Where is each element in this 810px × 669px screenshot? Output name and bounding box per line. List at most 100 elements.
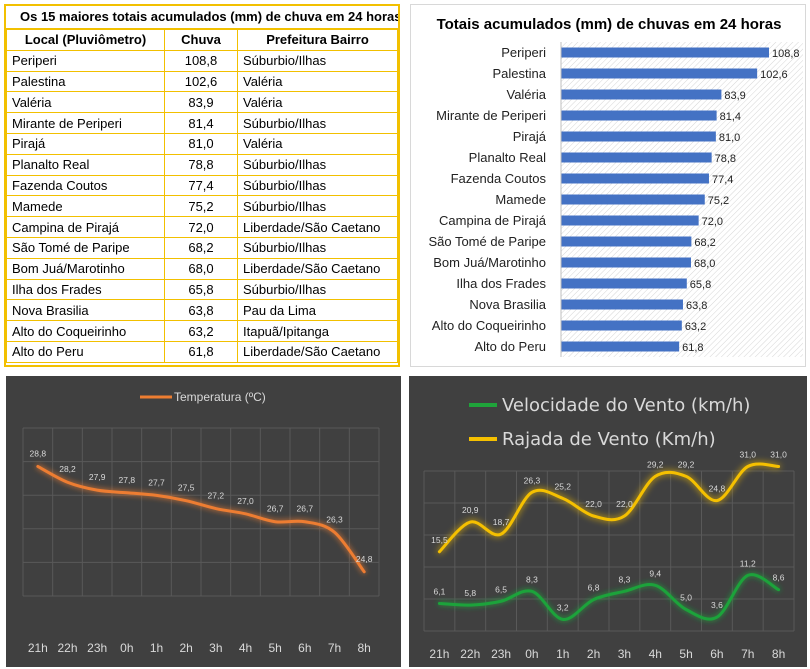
data-label: 6,1 bbox=[434, 586, 446, 596]
gust-legend-label: Rajada de Vento (Km/h) bbox=[502, 429, 716, 450]
cell-rain: 102,6 bbox=[164, 70, 238, 93]
cell-rain: 68,2 bbox=[164, 236, 238, 259]
series-line-0 bbox=[437, 573, 781, 621]
data-point bbox=[125, 491, 128, 494]
cell-district: Pau da Lima bbox=[237, 299, 398, 322]
bar-value-label: 102,6 bbox=[760, 69, 788, 81]
table-row: Ilha dos Frades 65,8 Súburbio/Ilhas bbox=[6, 278, 398, 301]
x-tick-label: 4h bbox=[649, 647, 662, 661]
data-label: 27,9 bbox=[89, 472, 106, 482]
data-point bbox=[530, 590, 533, 593]
x-tick-label: 0h bbox=[525, 647, 538, 661]
bar-value-label: 75,2 bbox=[708, 195, 729, 207]
cell-rain: 83,9 bbox=[164, 91, 238, 114]
cell-location: Bom Juá/Marotinho bbox=[6, 257, 165, 280]
bar-value-label: 78,8 bbox=[715, 153, 736, 165]
data-label: 26,7 bbox=[267, 504, 284, 514]
data-point bbox=[685, 475, 688, 478]
data-point bbox=[530, 491, 533, 494]
data-label: 5,0 bbox=[680, 593, 692, 603]
bar-category-label: Fazenda Coutos bbox=[451, 171, 547, 186]
bar-value-label: 68,0 bbox=[694, 258, 715, 270]
data-point bbox=[66, 481, 69, 484]
bar-value-label: 83,9 bbox=[724, 90, 745, 102]
temperature-chart-panel: Temperatura (ºC) 21h 22h 23h 0h 1h 2h 3h 4h 5h 6h… bbox=[6, 376, 401, 667]
data-label: 27,8 bbox=[119, 475, 136, 485]
cell-district: Súburbio/Ilhas bbox=[237, 195, 398, 218]
cell-rain: 65,8 bbox=[164, 278, 238, 301]
bar-category-label: Valéria bbox=[506, 87, 546, 102]
x-tick-label: 6h bbox=[710, 647, 723, 661]
bar-value-label: 63,8 bbox=[686, 300, 707, 312]
bar-category-label: Mamede bbox=[495, 192, 546, 207]
cell-rain: 75,2 bbox=[164, 195, 238, 218]
bar bbox=[561, 299, 683, 310]
table-row: São Tomé de Paripe 68,2 Súburbio/Ilhas bbox=[6, 236, 398, 259]
data-point bbox=[561, 618, 564, 621]
x-tick-label: 5h bbox=[268, 641, 281, 655]
data-label: 28,8 bbox=[30, 448, 47, 458]
cell-location: Campina de Pirajá bbox=[6, 216, 165, 238]
temperature-legend-label: Temperatura (ºC) bbox=[174, 390, 266, 404]
data-label: 5,8 bbox=[464, 588, 476, 598]
bar bbox=[561, 194, 705, 205]
data-label: 20,9 bbox=[462, 505, 479, 515]
wind-legend: Velocidade do Vento (km/h) Rajada de Ven… bbox=[469, 395, 750, 450]
cell-district: Súburbio/Ilhas bbox=[237, 174, 398, 197]
rain-table-panel: Os 15 maiores totais acumulados (mm) de … bbox=[4, 4, 400, 367]
bar bbox=[561, 110, 717, 121]
bar bbox=[561, 236, 692, 247]
bar-category-label: Ilha dos Frades bbox=[456, 276, 546, 291]
cell-rain: 63,2 bbox=[164, 320, 238, 342]
bar bbox=[561, 257, 691, 268]
x-tick-label: 5h bbox=[679, 647, 692, 661]
table-row: Planalto Real 78,8 Súburbio/Ilhas bbox=[6, 153, 398, 176]
table-row: Campina de Pirajá 72,0 Liberdade/São Caeta… bbox=[6, 216, 398, 238]
table-row: Alto do Coqueirinho 63,2 Itapuã/Ipitanga bbox=[6, 320, 398, 342]
table-row: Pirajá 81,0 Valéria bbox=[6, 132, 398, 155]
bar-value-label: 63,2 bbox=[685, 321, 706, 333]
data-point bbox=[715, 616, 718, 619]
data-label: 31,0 bbox=[739, 450, 756, 460]
bar-value-label: 68,2 bbox=[694, 237, 715, 249]
x-tick-label: 1h bbox=[150, 641, 163, 655]
bar-value-label: 65,8 bbox=[690, 279, 711, 291]
x-tick-label: 3h bbox=[209, 641, 222, 655]
data-point bbox=[654, 584, 657, 587]
cell-rain: 81,4 bbox=[164, 112, 238, 134]
cell-district: Súburbio/Ilhas bbox=[237, 278, 398, 301]
bar-chart-title: Totais acumulados (mm) de chuvas em 24 h… bbox=[437, 16, 782, 33]
data-point bbox=[500, 600, 503, 603]
data-point bbox=[438, 550, 441, 553]
table-row: Nova Brasilia 63,8 Pau da Lima bbox=[6, 299, 398, 322]
cell-location: Mamede bbox=[6, 195, 165, 218]
cell-district: Liberdade/São Caetano bbox=[237, 340, 398, 363]
data-point bbox=[777, 465, 780, 468]
data-point bbox=[274, 520, 277, 523]
data-point bbox=[715, 499, 718, 502]
bar-value-label: 72,0 bbox=[702, 216, 723, 228]
series-line-0 bbox=[36, 464, 366, 574]
data-label: 28,2 bbox=[59, 464, 76, 474]
x-tick-label: 23h bbox=[87, 641, 107, 655]
data-label: 22,0 bbox=[585, 499, 602, 509]
cell-rain: 77,4 bbox=[164, 174, 238, 197]
cell-location: Nova Brasilia bbox=[6, 299, 165, 322]
bar-category-label: São Tomé de Paripe bbox=[428, 234, 546, 249]
cell-location: Fazenda Coutos bbox=[6, 174, 165, 197]
cell-location: Alto do Coqueirinho bbox=[6, 320, 165, 342]
data-point bbox=[777, 588, 780, 591]
data-point bbox=[685, 608, 688, 611]
data-label: 11,2 bbox=[740, 558, 756, 568]
table-row: Bom Juá/Marotinho 68,0 Liberdade/São Caeta… bbox=[6, 257, 398, 280]
cell-location: Palestina bbox=[6, 70, 165, 93]
cell-location: Alto do Peru bbox=[6, 340, 165, 363]
bar-category-label: Nova Brasilia bbox=[469, 297, 546, 312]
data-point bbox=[185, 499, 188, 502]
cell-rain: 108,8 bbox=[164, 49, 238, 72]
data-label: 27,7 bbox=[148, 477, 165, 487]
cell-district: Liberdade/São Caetano bbox=[237, 257, 398, 280]
data-point bbox=[303, 520, 306, 523]
cell-district: Valéria bbox=[237, 70, 398, 93]
cell-district: Liberdade/São Caetano bbox=[237, 216, 398, 238]
